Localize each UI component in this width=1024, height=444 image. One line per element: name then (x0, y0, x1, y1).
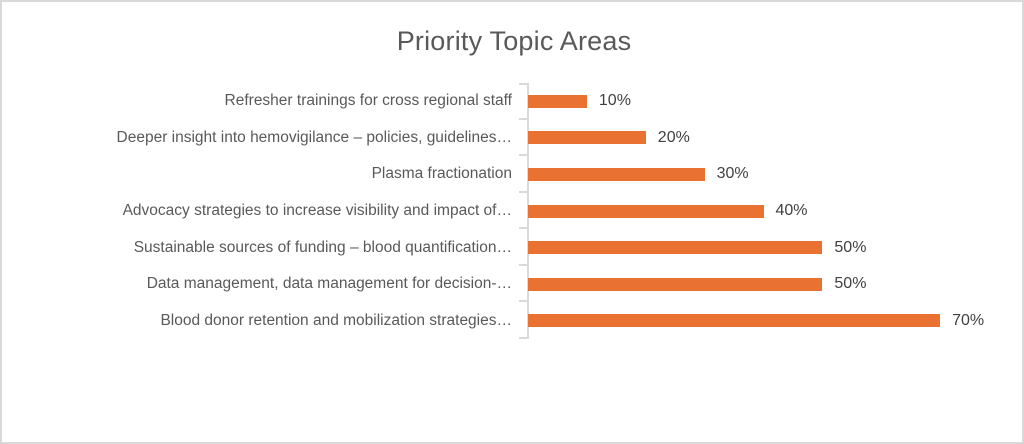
bar-wrap: 70% (528, 312, 984, 330)
bar (528, 94, 587, 108)
category-label: Advocacy strategies to increase visibili… (122, 202, 512, 220)
bar-row: Sustainable sources of funding – blood q… (2, 229, 1024, 266)
category-label: Refresher trainings for cross regional s… (224, 92, 512, 110)
axis-tick (519, 83, 528, 85)
value-label: 20% (657, 128, 690, 146)
axis-tick (519, 300, 528, 302)
value-label: 50% (834, 275, 867, 293)
category-label: Plasma fractionation (371, 165, 512, 183)
axis-tick (519, 227, 528, 229)
bar (528, 167, 705, 181)
value-label: 70% (952, 311, 985, 329)
category-label: Sustainable sources of funding – blood q… (133, 238, 512, 256)
bar-row: Data management, data management for dec… (2, 266, 1024, 303)
value-label: 30% (716, 165, 749, 183)
category-label: Blood donor retention and mobilization s… (160, 311, 512, 329)
axis-tick (519, 337, 528, 339)
bar (528, 131, 646, 145)
axis-tick (519, 191, 528, 193)
category-label: Deeper insight into hemovigilance – poli… (116, 128, 512, 146)
bar-row: Deeper insight into hemovigilance – poli… (2, 120, 1024, 157)
bar-wrap: 40% (528, 202, 808, 220)
bar (528, 314, 941, 328)
axis-tick (519, 118, 528, 120)
bar-wrap: 10% (528, 92, 631, 110)
bar-wrap: 20% (528, 129, 690, 147)
value-label: 10% (598, 92, 631, 110)
bar-rows: Refresher trainings for cross regional s… (2, 83, 1024, 339)
bar-wrap: 50% (528, 275, 866, 293)
bar (528, 204, 764, 218)
bar (528, 241, 823, 255)
chart-title: Priority Topic Areas (396, 26, 632, 56)
bar-wrap: 50% (528, 239, 866, 257)
value-label: 40% (775, 202, 808, 220)
bar-wrap: 30% (528, 165, 749, 183)
bar-row: Blood donor retention and mobilization s… (2, 302, 1024, 339)
bar-row: Refresher trainings for cross regional s… (2, 83, 1024, 120)
value-label: 50% (834, 238, 867, 256)
bar-row: Advocacy strategies to increase visibili… (2, 193, 1024, 230)
bar (528, 277, 823, 291)
category-label: Data management, data management for dec… (146, 275, 512, 293)
bar-row: Plasma fractionation 30% (2, 156, 1024, 193)
axis-tick (519, 264, 528, 266)
plot-area: Refresher trainings for cross regional s… (2, 83, 1024, 339)
axis-tick (519, 154, 528, 156)
